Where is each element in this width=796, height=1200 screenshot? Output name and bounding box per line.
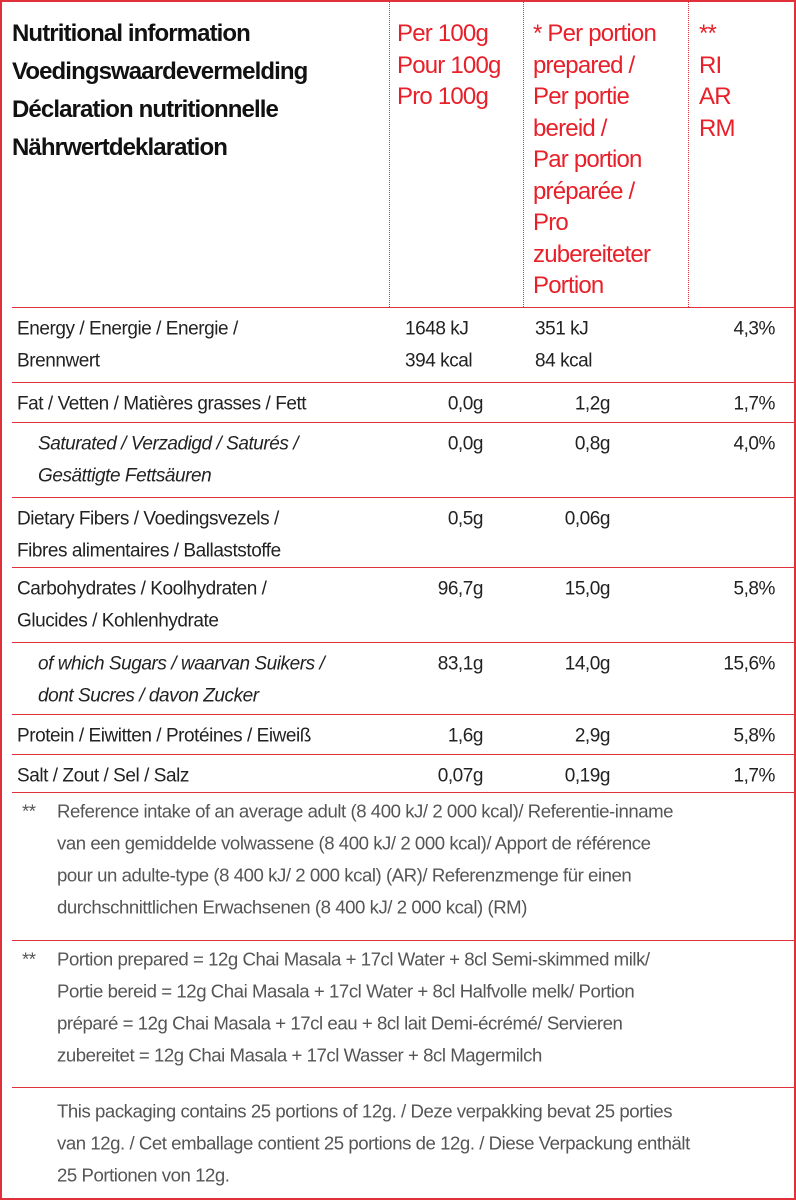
footnote-marker: ** <box>22 800 36 822</box>
header-per-portion: bereid / <box>533 114 607 142</box>
row-label: Gesättigte Fettsäuren <box>38 465 212 487</box>
row-divider <box>12 792 794 793</box>
header-per-100g: Pour 100g <box>397 51 501 79</box>
value: 0,0g <box>447 433 484 455</box>
row-label: Brennwert <box>17 350 100 372</box>
row-label: Glucides / Kohlenhydrate <box>17 610 219 632</box>
column-divider <box>688 2 689 307</box>
value: 394 kcal <box>405 350 473 372</box>
header-title: Nährwertdeklaration <box>12 134 228 161</box>
row-divider <box>12 642 794 643</box>
header-per-100g: Pro 100g <box>397 83 489 110</box>
row-label: Salt / Zout / Sel / Salz <box>17 765 189 787</box>
header-per-portion: * Per portion <box>533 20 657 47</box>
row-label: Fat / Vetten / Matières grasses / Fett <box>17 393 307 415</box>
value: 14,0g <box>564 653 611 675</box>
value: 0,8g <box>574 433 611 455</box>
footnote-marker: ** <box>22 948 36 970</box>
value: 5,8% <box>733 578 775 600</box>
footnote-line: van 12g. / Cet emballage contient 25 por… <box>57 1132 690 1154</box>
row-divider <box>12 422 794 423</box>
row-label: Fibres alimentaires / Ballaststoffe <box>17 540 281 562</box>
header-ri: RM <box>699 114 736 142</box>
footnote-line: pour un adulte-type (8 400 kJ/ 2 000 kca… <box>57 864 632 886</box>
value: 84 kcal <box>535 350 593 372</box>
footnote-line: van een gemiddelde volwassene (8 400 kJ/… <box>57 832 651 854</box>
header-title: Déclaration nutritionnelle <box>12 96 279 123</box>
row-label: Saturated / Verzadigd / Saturés / <box>38 433 299 455</box>
header-per-portion: Portion <box>533 272 604 299</box>
footnote-line: 25 Portionen von 12g. <box>57 1164 230 1186</box>
column-divider <box>523 2 524 307</box>
value: 96,7g <box>437 578 484 600</box>
row-divider <box>12 940 794 941</box>
value: 4,0% <box>733 433 775 455</box>
header-title: Voedingswaardevermelding <box>12 58 308 85</box>
row-divider <box>12 714 794 715</box>
value: 351 kJ <box>535 318 589 340</box>
header-title: Nutritional information <box>12 20 251 47</box>
value: 0,07g <box>437 765 484 787</box>
footnote-line: Portie bereid = 12g Chai Masala + 17cl W… <box>57 980 635 1002</box>
footnote-line: This packaging contains 25 portions of 1… <box>57 1100 673 1122</box>
header-per-portion: Per portie <box>533 83 630 110</box>
value: 2,9g <box>574 725 611 747</box>
value: 15,6% <box>723 653 775 675</box>
row-label: Protein / Eiwitten / Protéines / Eiweiß <box>17 725 311 747</box>
value: 0,06g <box>564 508 611 530</box>
row-divider <box>12 754 794 755</box>
row-label: dont Sucres / davon Zucker <box>38 685 259 707</box>
row-divider <box>12 567 794 568</box>
header-ri: RI <box>699 51 722 79</box>
value: 0,19g <box>564 765 611 787</box>
header-per-portion: zubereiteter <box>533 240 651 268</box>
footnote-line: Reference intake of an average adult (8 … <box>57 800 674 822</box>
header-per-portion: préparée / <box>533 177 635 205</box>
value: 1,7% <box>733 393 775 415</box>
row-label: of which Sugars / waarvan Suikers / <box>38 653 325 675</box>
footnote-line: durchschnittlichen Erwachsenen (8 400 kJ… <box>57 896 527 918</box>
row-divider <box>12 307 794 308</box>
row-divider <box>12 382 794 383</box>
footnote-line: zubereitet = 12g Chai Masala + 17cl Wass… <box>57 1044 542 1066</box>
row-label: Energy / Energie / Energie / <box>17 318 238 340</box>
value: 1648 kJ <box>405 318 469 340</box>
header-per-100g: Per 100g <box>397 20 489 47</box>
value: 1,6g <box>447 725 484 747</box>
value: 83,1g <box>437 653 484 675</box>
footnote-line: Portion prepared = 12g Chai Masala + 17c… <box>57 948 650 970</box>
value: 0,5g <box>447 508 484 530</box>
row-divider <box>12 1087 794 1088</box>
header-per-portion: prepared / <box>533 51 635 79</box>
row-label: Dietary Fibers / Voedingsvezels / <box>17 508 279 530</box>
value: 5,8% <box>733 725 775 747</box>
header-per-portion: Pro <box>533 209 569 236</box>
header-ri: ** <box>699 20 717 47</box>
header-ri: AR <box>699 83 732 110</box>
row-divider <box>12 497 794 498</box>
column-divider <box>389 2 390 307</box>
row-label: Carbohydrates / Koolhydraten / <box>17 578 267 600</box>
value: 4,3% <box>733 318 775 340</box>
value: 1,7% <box>733 765 775 787</box>
value: 0,0g <box>447 393 484 415</box>
footnote-line: préparé = 12g Chai Masala + 17cl eau + 8… <box>57 1012 623 1034</box>
header-per-portion: Par portion <box>533 146 642 173</box>
value: 15,0g <box>564 578 611 600</box>
value: 1,2g <box>574 393 611 415</box>
